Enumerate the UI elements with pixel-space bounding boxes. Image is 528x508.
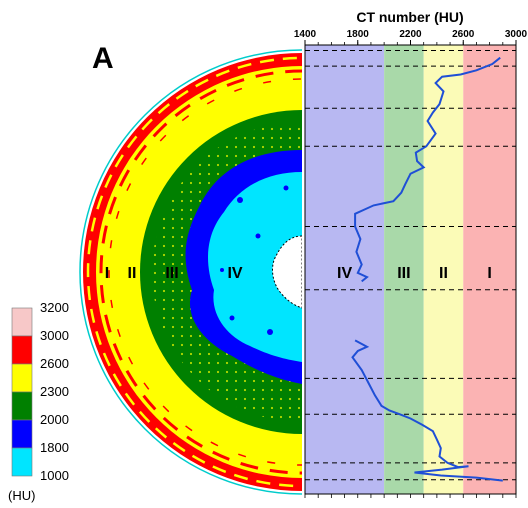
legend-swatch — [11, 391, 33, 421]
legend-label: 1800 — [40, 440, 69, 455]
x-tick-label: 1800 — [347, 29, 370, 40]
zone-label-ii: II — [128, 265, 137, 282]
legend-label: 2300 — [40, 384, 69, 399]
band-label-ii: II — [439, 265, 448, 282]
legend-label: 3000 — [40, 328, 69, 343]
legend-label: 2000 — [40, 412, 69, 427]
band-ii — [423, 45, 464, 494]
ct-cross-section — [79, 49, 302, 495]
legend-swatch — [11, 363, 33, 393]
legend-swatch — [11, 335, 33, 365]
legend-unit: (HU) — [8, 488, 35, 503]
legend-label: 3200 — [40, 300, 69, 315]
band-label-iii: III — [397, 265, 410, 282]
legend-swatch — [11, 447, 33, 477]
color-legend: 3200 3000 2600 2300 2000 1800 1000 — [11, 300, 69, 483]
panel-label: A — [92, 42, 114, 75]
x-axis-title: CT number (HU) — [356, 9, 463, 25]
zone-label-i: I — [105, 265, 109, 282]
zone-labels: I II III IV — [105, 265, 243, 282]
ct-profile-line — [354, 56, 501, 283]
band-label-i: I — [487, 265, 491, 282]
zone-label-iii: III — [165, 265, 178, 282]
legend-label: 1000 — [40, 468, 69, 483]
band-label-iv: IV — [337, 265, 352, 282]
legend-label: 2600 — [40, 356, 69, 371]
profile-chart: IV III II I 1400 1800 2200 2600 3000 — [294, 29, 528, 498]
ct-profile-line — [351, 339, 503, 482]
x-tick-label: 2600 — [452, 29, 475, 40]
legend-swatch — [11, 307, 33, 337]
band-i — [463, 45, 516, 494]
legend-swatch — [11, 419, 33, 449]
x-tick-label: 3000 — [505, 29, 528, 40]
x-tick-label: 1400 — [294, 29, 317, 40]
band-iii — [384, 45, 424, 494]
x-tick-label: 2200 — [399, 29, 422, 40]
zone-label-iv: IV — [227, 265, 242, 282]
band-iv — [305, 45, 385, 494]
